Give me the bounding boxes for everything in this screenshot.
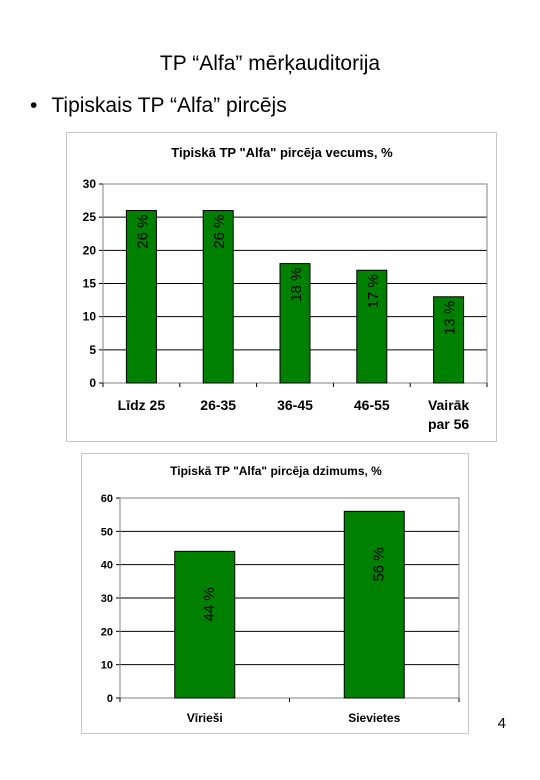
age-y-tick-label: 10 [83, 310, 97, 324]
age-x-tick-label: Līdz 25 [118, 397, 166, 413]
bullet-dot-icon: • [30, 94, 38, 117]
age-y-tick-label: 20 [83, 243, 97, 257]
age-chart-title: Tipiskā TP "Alfa" pircēja vecums, % [171, 145, 393, 160]
age-y-tick-label: 25 [83, 210, 97, 224]
gender-chart-title: Tipiskā TP "Alfa" pircēja dzimums, % [170, 464, 382, 478]
age-data-label: 17 % [365, 274, 382, 308]
bullet-text: Tipiskais TP “Alfa” pircējs [51, 94, 287, 117]
gender-y-tick-label: 60 [101, 493, 113, 505]
gender-chart-panel: Tipiskā TP "Alfa" pircēja dzimums, % 0 10 2… [81, 453, 469, 734]
gender-bar [343, 510, 405, 699]
gender-y-tick-label: 10 [101, 660, 113, 672]
age-data-label: 26 % [134, 215, 151, 249]
gender-y-tick-label: 0 [107, 693, 113, 705]
age-y-tick-label: 5 [89, 343, 96, 357]
age-x-tick-label: par 56 [428, 416, 469, 432]
age-y-tick-label: 0 [89, 376, 96, 390]
slide-title: TP “Alfa” mērķauditorija [159, 52, 381, 75]
age-bar [125, 210, 157, 384]
age-x-tick-label: 46-55 [354, 397, 390, 413]
page-number: 4 [497, 715, 506, 732]
gender-y-tick-label: 50 [101, 526, 113, 538]
age-data-label: 13 % [442, 301, 459, 335]
age-x-tick-label: 36-45 [277, 397, 313, 413]
age-bar [356, 269, 388, 384]
gender-x-tick-label: Sievietes [348, 711, 400, 725]
age-chart: Tipiskā TP "Alfa" pircēja vecums, % 0 5 10 1… [83, 145, 488, 432]
gender-data-label: 44 % [201, 587, 218, 621]
gender-y-tick-label: 30 [101, 593, 113, 605]
age-bar [279, 263, 311, 384]
age-bar [433, 296, 465, 384]
age-data-label: 18 % [288, 268, 305, 302]
age-y-tick-label: 30 [83, 177, 97, 191]
age-bar [202, 210, 234, 384]
gender-y-tick-label: 20 [101, 626, 113, 638]
age-x-tick-label: 26-35 [200, 397, 236, 413]
gender-chart: Tipiskā TP "Alfa" pircēja dzimums, % 0 10 2… [101, 464, 460, 725]
gender-y-tick-label: 40 [101, 560, 113, 572]
age-x-tick-label: Vairāk [428, 397, 469, 413]
bullet-item: • Tipiskais TP “Alfa” pircējs [30, 94, 287, 118]
age-y-tick-label: 15 [83, 277, 97, 291]
age-data-label: 26 % [211, 215, 228, 249]
gender-data-label: 56 % [370, 547, 387, 581]
age-chart-panel: Tipiskā TP "Alfa" pircēja vecums, % 0 5 10 1… [66, 132, 497, 442]
gender-x-tick-label: Vīrieši [187, 711, 223, 725]
gender-bar [174, 550, 236, 699]
